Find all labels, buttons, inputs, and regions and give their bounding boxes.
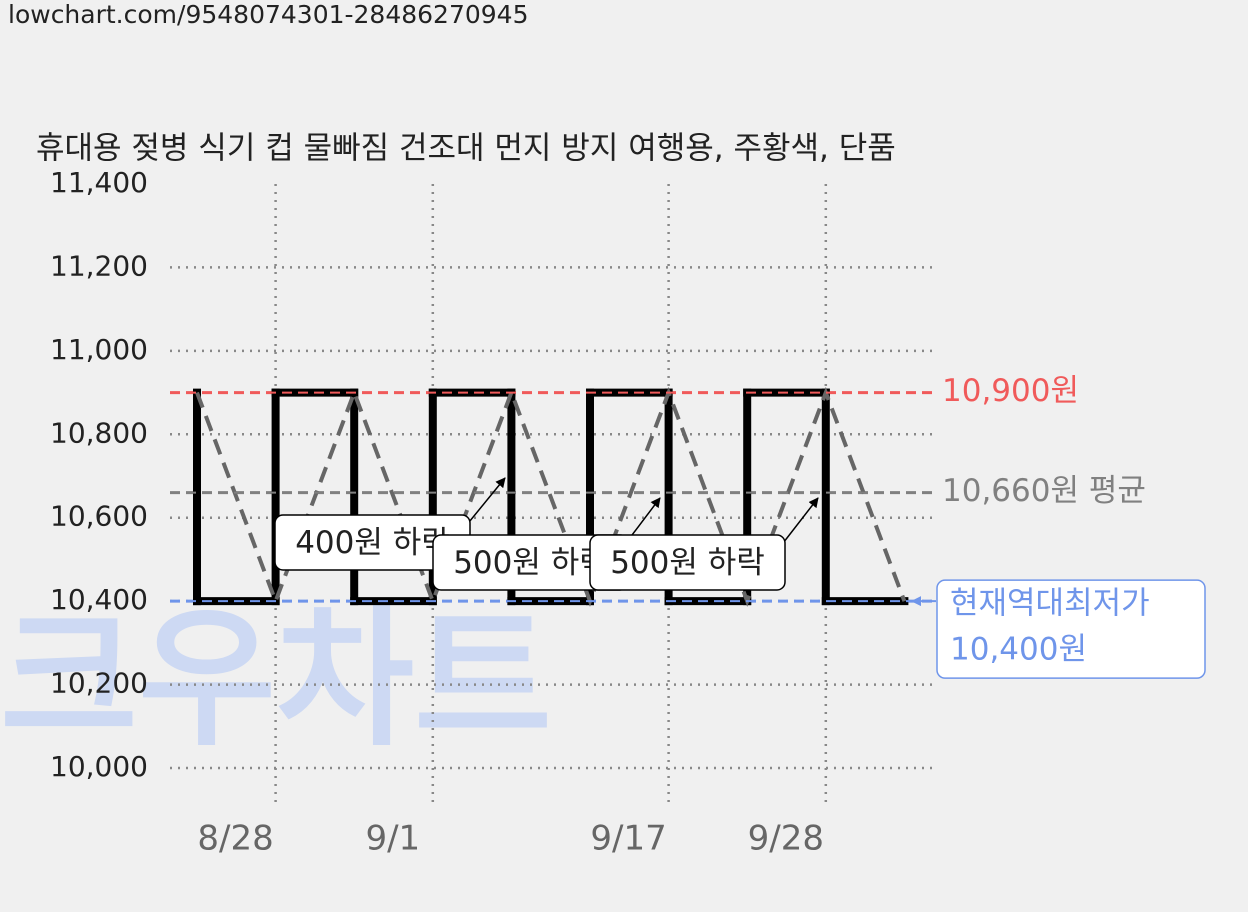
- y-tick-label: 10,000: [50, 750, 148, 783]
- x-tick-label: 8/28: [197, 819, 273, 859]
- y-tick-label: 10,400: [50, 583, 148, 616]
- reference-label: 현재역대최저가: [950, 586, 1150, 622]
- reference-label: 10,900원: [942, 373, 1079, 409]
- y-tick-label: 11,000: [50, 333, 148, 366]
- y-tick-label: 10,600: [50, 500, 148, 533]
- y-tick-label: 10,200: [50, 667, 148, 700]
- annotation-box: [589, 534, 786, 591]
- annotation: 500원 하락: [453, 545, 608, 581]
- price-line: [195, 386, 907, 607]
- y-tick-label: 11,400: [50, 166, 148, 199]
- annotation-arrow: [464, 477, 506, 528]
- chart-title: 휴대용 젖병 식기 컵 물빠짐 건조대 먼지 방지 여행용, 주황색, 단품: [36, 131, 896, 167]
- annotation: 500원 하락: [610, 545, 765, 581]
- x-tick-label: 9/28: [748, 819, 824, 859]
- annotation-arrow: [779, 497, 819, 548]
- reference-label: 10,660원 평균: [942, 473, 1146, 509]
- x-tick-label: 9/1: [365, 819, 420, 859]
- y-tick-label: 10,800: [50, 416, 148, 449]
- url: lowchart.com/9548074301-28486270945: [8, 0, 528, 29]
- y-tick-label: 11,200: [50, 249, 148, 282]
- label-box: [936, 579, 1206, 679]
- reference-label: 10,400원: [950, 632, 1087, 668]
- annotation: 400원 하락: [295, 525, 450, 561]
- x-tick-label: 9/17: [590, 819, 666, 859]
